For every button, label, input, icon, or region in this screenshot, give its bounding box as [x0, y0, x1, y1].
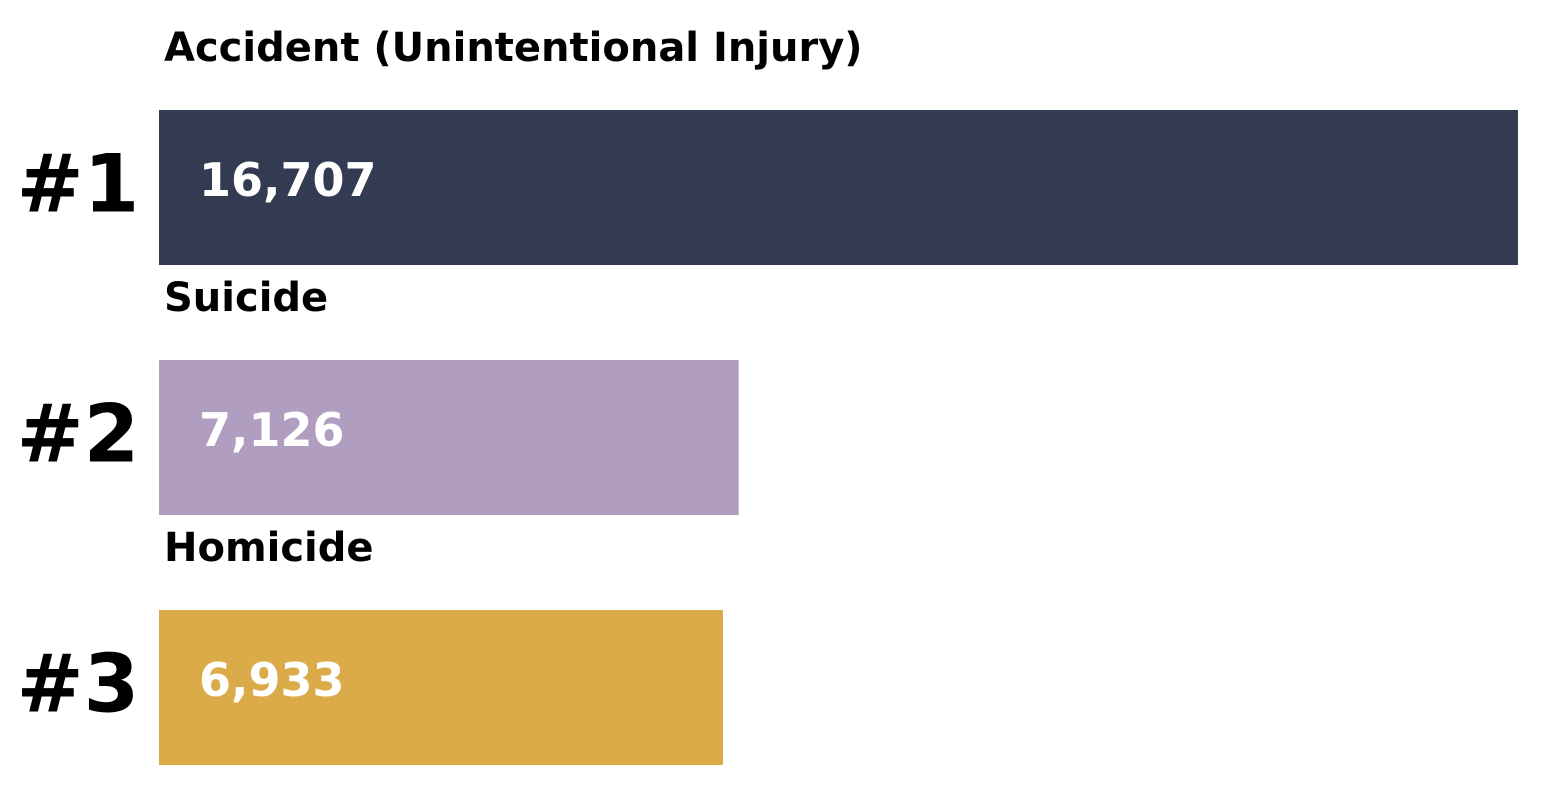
bar	[159, 360, 739, 515]
bar	[159, 110, 1518, 265]
category-label: Accident (Unintentional Injury)	[164, 25, 863, 71]
value-label: 6,933	[199, 653, 345, 707]
value-label: 7,126	[199, 403, 345, 457]
value-label: 16,707	[199, 153, 377, 207]
rank-label: #3	[17, 637, 140, 730]
bar	[159, 610, 723, 765]
category-label: Homicide	[164, 525, 374, 571]
category-label: Suicide	[164, 275, 328, 321]
rank-label: #2	[17, 387, 140, 480]
rank-label: #1	[17, 137, 140, 230]
